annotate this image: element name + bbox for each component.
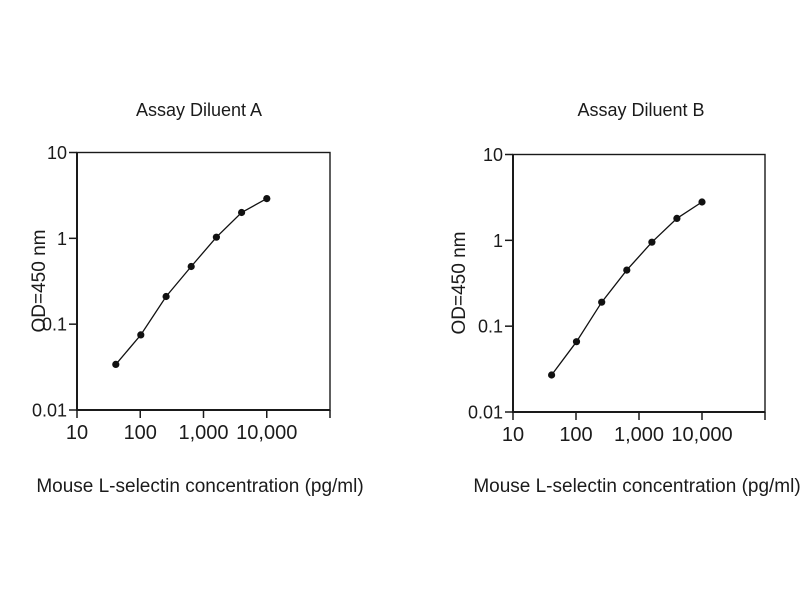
data-point-marker <box>598 298 606 306</box>
data-point-marker <box>162 292 170 301</box>
standard-curve-line <box>551 201 703 376</box>
chart-title: Assay Diluent A <box>135 100 263 120</box>
x-axis-tick-label: 100 <box>124 422 157 444</box>
data-point-marker <box>572 338 581 346</box>
chart-assay-diluent-a: Assay Diluent A OD=450 nm 10 100 1,000 10,0… <box>29 100 364 497</box>
x-axis-tick-label: 10 <box>502 424 524 446</box>
x-axis-title: Mouse L-selectin concentration (pg/ml) <box>473 476 800 497</box>
data-point-marker <box>673 214 681 222</box>
data-point-marker <box>112 360 120 368</box>
standard-curve-line <box>115 198 268 365</box>
x-axis-tick-label: 1,000 <box>614 424 664 446</box>
axis-lines <box>76 152 330 411</box>
chart-title: Assay Diluent B <box>577 100 705 120</box>
x-axis-title: Mouse L-selectin concentration (pg/ml) <box>36 476 364 497</box>
data-point-marker <box>187 262 195 271</box>
y-axis-tick-label: 1 <box>493 231 503 251</box>
data-point-marker <box>238 208 246 217</box>
data-point-marker <box>623 266 631 274</box>
x-axis-tick-label: 10,000 <box>671 424 732 446</box>
y-axis-tick-label: 0.01 <box>468 403 503 423</box>
y-axis-tick-label: 0.1 <box>478 317 503 337</box>
x-axis-tick-label: 10 <box>66 422 88 444</box>
plot-box <box>76 151 331 411</box>
y-axis-tick-label: 10 <box>47 143 67 163</box>
data-point-marker <box>648 238 656 246</box>
data-point-marker <box>137 331 145 339</box>
plot-area: 10 100 1,000 10,000 0.01 0.1 1 10 <box>32 143 331 444</box>
x-axis-tick-label: 10,000 <box>236 422 297 444</box>
y-axis-tick-label: 1 <box>57 229 67 249</box>
y-axis-tick-label: 10 <box>483 145 503 165</box>
x-axis-tick-label: 100 <box>559 424 592 446</box>
x-axis-tick-label: 1,000 <box>178 422 228 444</box>
chart-assay-diluent-b: Assay Diluent B OD=450 nm 10 100 1,000 10,0… <box>400 0 800 600</box>
data-point-marker <box>548 371 556 379</box>
data-point-marker <box>698 198 706 206</box>
plot-area: 10 100 1,000 10,000 0.01 0.1 1 10 <box>468 145 766 446</box>
data-point-marker <box>263 195 271 203</box>
data-point-marker <box>212 233 220 241</box>
y-axis-tick-label: 0.01 <box>32 401 67 421</box>
y-axis-tick-label: 0.1 <box>42 315 67 335</box>
